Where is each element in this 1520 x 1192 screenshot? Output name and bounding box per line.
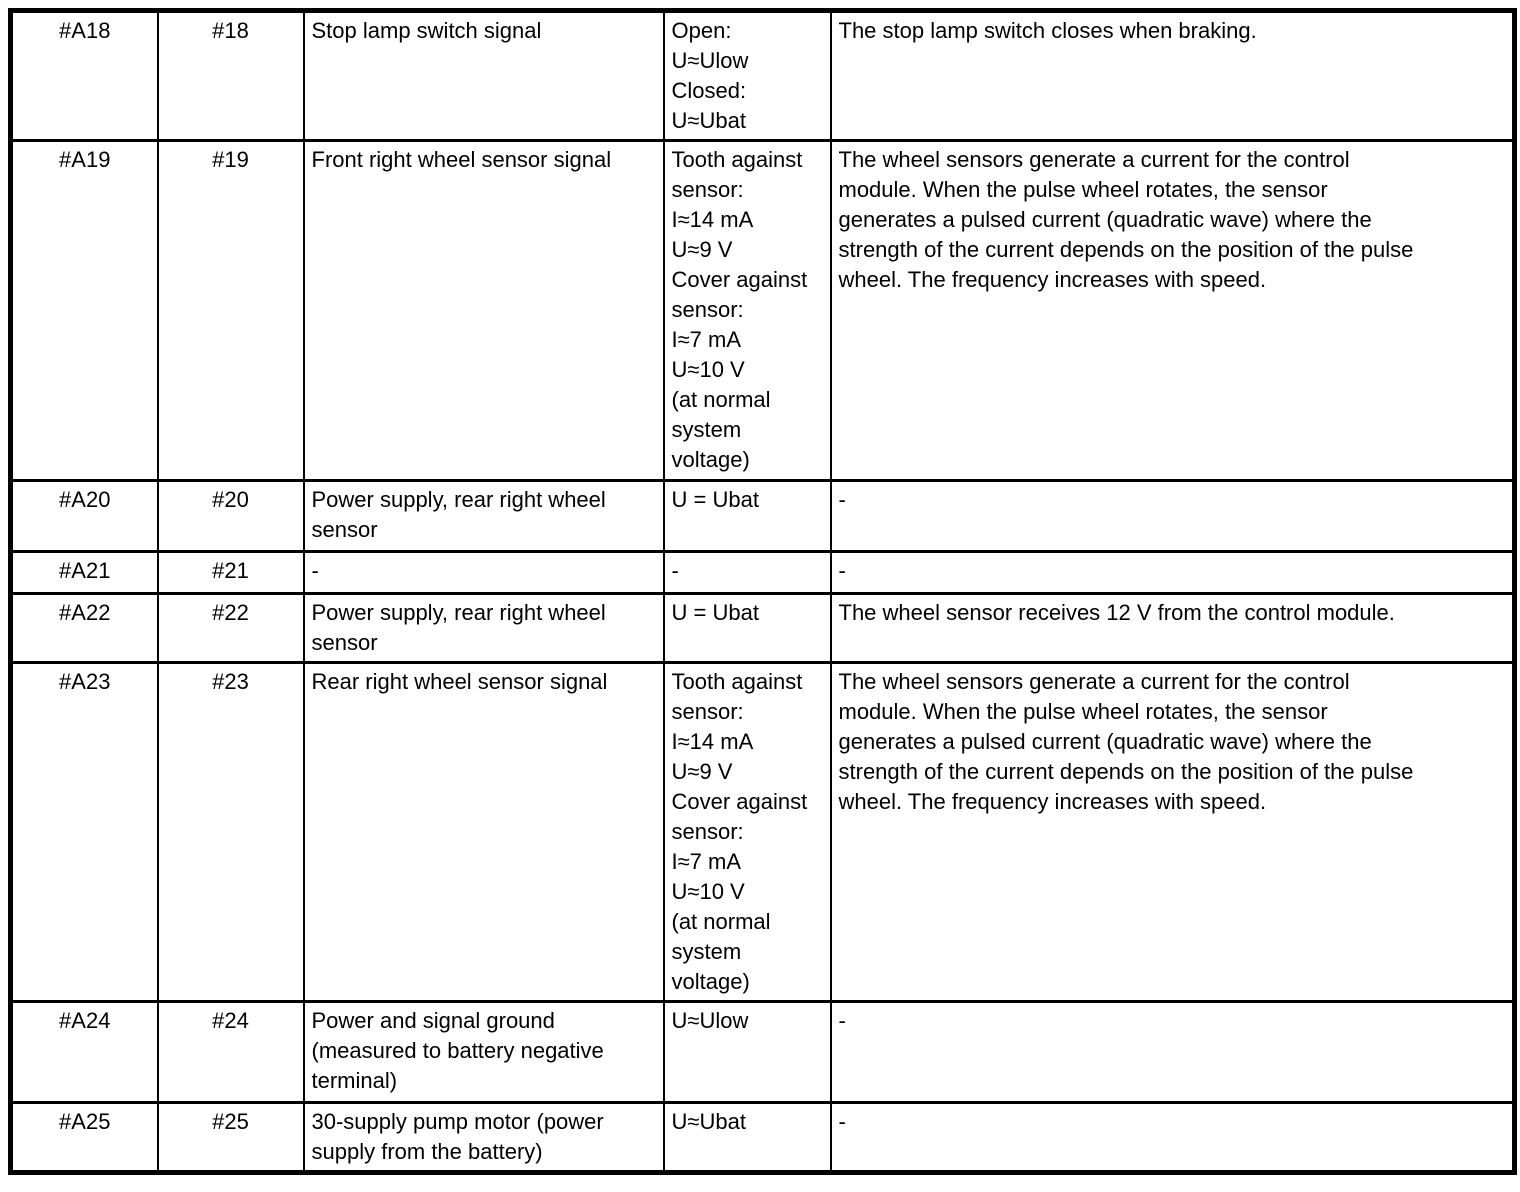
value-cell: U≈Ulow: [662, 1000, 832, 1104]
table-row: #A18 #18 Stop lamp switch signal Open: U…: [9, 9, 1516, 142]
pin-signal-table: #A18 #18 Stop lamp switch signal Open: U…: [8, 8, 1517, 1175]
comment-cell: The wheel sensor receives 12 V from the …: [829, 592, 1516, 664]
comment-cell: The stop lamp switch closes when braking…: [829, 9, 1516, 142]
value-cell: U≈Ubat: [662, 1101, 832, 1174]
pin-a-cell: #A20: [9, 479, 159, 553]
value-cell: -: [662, 550, 832, 595]
signal-cell: Front right wheel sensor signal: [302, 139, 665, 482]
value-cell: Tooth against sensor: I≈14 mA U≈9 V Cove…: [662, 661, 832, 1003]
pin-a-cell: #A21: [9, 550, 159, 595]
pin-a-cell: #A24: [9, 1000, 159, 1104]
value-cell: U = Ubat: [662, 479, 832, 553]
comment-cell: The wheel sensors generate a current for…: [829, 661, 1516, 1003]
table-row: #A22 #22 Power supply, rear right wheel …: [9, 592, 1516, 664]
table-row: #A24 #24 Power and signal ground (measur…: [9, 1000, 1516, 1104]
comment-cell: -: [829, 1101, 1516, 1174]
pin-cell: #24: [156, 1000, 305, 1104]
value-cell: Tooth against sensor: I≈14 mA U≈9 V Cove…: [662, 139, 832, 482]
table-row: #A23 #23 Rear right wheel sensor signal …: [9, 661, 1516, 1003]
pin-a-cell: #A25: [9, 1101, 159, 1174]
pin-a-cell: #A22: [9, 592, 159, 664]
comment-cell: The wheel sensors generate a current for…: [829, 139, 1516, 482]
table-row: #A19 #19 Front right wheel sensor signal…: [9, 139, 1516, 482]
value-cell: U = Ubat: [662, 592, 832, 664]
pin-a-cell: #A19: [9, 139, 159, 482]
comment-cell: -: [829, 1000, 1516, 1104]
pin-cell: #25: [156, 1101, 305, 1174]
signal-cell: -: [302, 550, 665, 595]
signal-cell: Rear right wheel sensor signal: [302, 661, 665, 1003]
comment-cell: -: [829, 479, 1516, 553]
signal-cell: Stop lamp switch signal: [302, 9, 665, 142]
pin-a-cell: #A18: [9, 9, 159, 142]
pin-cell: #20: [156, 479, 305, 553]
pin-cell: #23: [156, 661, 305, 1003]
table-row: #A25 #25 30-supply pump motor (power sup…: [9, 1101, 1516, 1174]
signal-cell: Power supply, rear right wheel sensor: [302, 592, 665, 664]
table-row: #A20 #20 Power supply, rear right wheel …: [9, 479, 1516, 553]
pin-cell: #22: [156, 592, 305, 664]
signal-cell: Power supply, rear right wheel sensor: [302, 479, 665, 553]
comment-cell: -: [829, 550, 1516, 595]
value-cell: Open: U≈Ulow Closed: U≈Ubat: [662, 9, 832, 142]
pin-cell: #21: [156, 550, 305, 595]
signal-cell: 30-supply pump motor (power supply from …: [302, 1101, 665, 1174]
signal-cell: Power and signal ground (measured to bat…: [302, 1000, 665, 1104]
table-row: #A21 #21 - - -: [9, 550, 1516, 595]
pin-cell: #18: [156, 9, 305, 142]
pin-a-cell: #A23: [9, 661, 159, 1003]
pin-cell: #19: [156, 139, 305, 482]
